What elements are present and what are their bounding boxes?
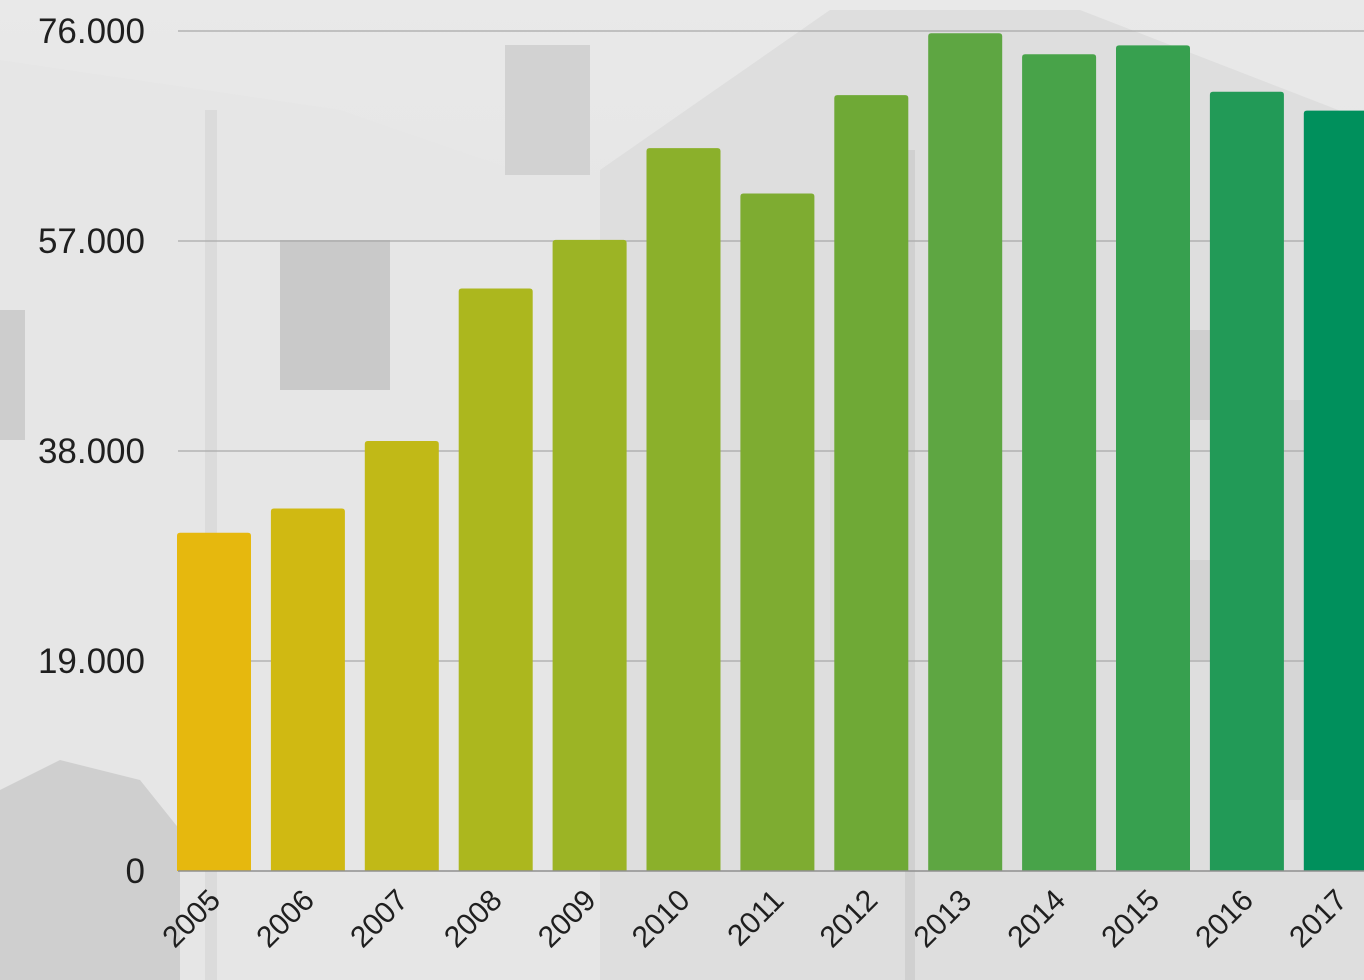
y-tick-label: 19.000 bbox=[38, 642, 145, 681]
bar-2005 bbox=[177, 532, 251, 871]
bar-2008 bbox=[458, 288, 533, 871]
bar-2010 bbox=[646, 148, 721, 871]
bar-2016 bbox=[1209, 91, 1284, 871]
bars bbox=[177, 33, 1364, 872]
y-tick-label: 57.000 bbox=[38, 222, 145, 261]
y-tick-label: 38.000 bbox=[38, 432, 145, 471]
bar-2012 bbox=[834, 95, 909, 871]
y-tick-label: 0 bbox=[126, 852, 145, 891]
bar-2007 bbox=[364, 441, 439, 871]
bar-2015 bbox=[1116, 45, 1190, 872]
y-tick-labels: 0 19.000 38.000 57.000 76.000 bbox=[38, 12, 145, 891]
bar-2014 bbox=[1022, 54, 1097, 872]
bar-2006 bbox=[270, 508, 345, 871]
bar-2009 bbox=[552, 239, 627, 872]
bar-2017 bbox=[1303, 110, 1364, 871]
bar-2011 bbox=[740, 193, 815, 871]
bar-2013 bbox=[928, 33, 1003, 872]
y-tick-label: 76.000 bbox=[38, 12, 145, 51]
